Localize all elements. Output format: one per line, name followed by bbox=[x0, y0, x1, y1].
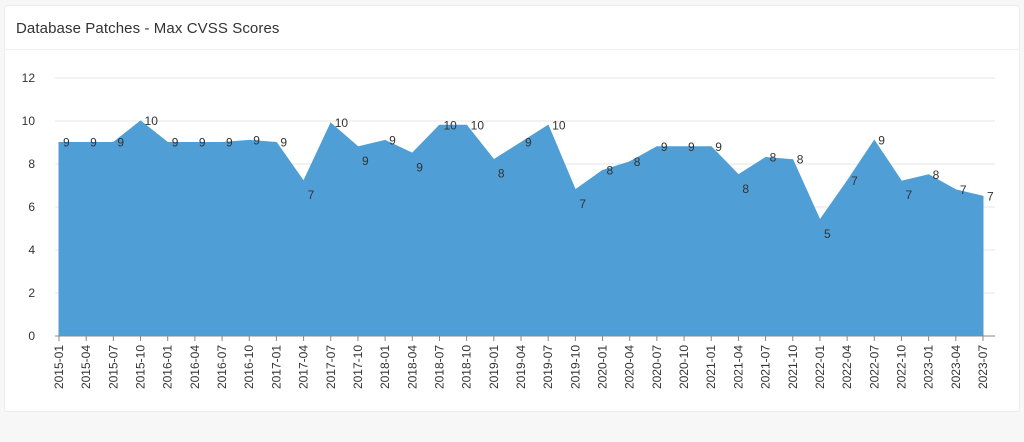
data-label: 9 bbox=[525, 136, 532, 150]
x-tick-label: 2018-10 bbox=[460, 345, 474, 389]
data-label: 9 bbox=[688, 140, 695, 154]
card-title: Database Patches - Max CVSS Scores bbox=[16, 20, 280, 37]
x-tick-label: 2017-04 bbox=[297, 345, 311, 389]
x-tick-label: 2018-04 bbox=[405, 345, 419, 389]
x-tick-label: 2021-10 bbox=[786, 345, 800, 389]
data-label: 7 bbox=[960, 183, 967, 197]
x-tick-label: 2017-10 bbox=[351, 345, 365, 389]
data-label: 9 bbox=[226, 136, 233, 150]
x-tick-label: 2016-04 bbox=[188, 345, 202, 389]
x-tick-label: 2015-04 bbox=[79, 345, 93, 389]
y-tick-label: 10 bbox=[22, 114, 36, 128]
x-tick-label: 2019-10 bbox=[568, 345, 582, 389]
data-label: 8 bbox=[797, 153, 804, 167]
x-tick-label: 2019-07 bbox=[541, 345, 555, 389]
x-tick-label: 2015-07 bbox=[106, 345, 120, 389]
x-tick-label: 2021-04 bbox=[731, 345, 745, 389]
x-tick-label: 2020-10 bbox=[677, 345, 691, 389]
y-axis: 0 2 4 6 8 10 12 bbox=[22, 71, 36, 343]
x-tick-label: 2021-01 bbox=[704, 345, 718, 389]
y-tick-label: 4 bbox=[28, 243, 35, 257]
x-tick-label: 2017-07 bbox=[324, 345, 338, 389]
data-label: 8 bbox=[498, 167, 505, 181]
data-label: 7 bbox=[851, 174, 858, 188]
data-label: 9 bbox=[117, 136, 124, 150]
data-label: 10 bbox=[145, 114, 159, 128]
y-tick-label: 8 bbox=[28, 157, 35, 171]
x-tick-label: 2021-07 bbox=[759, 345, 773, 389]
x-tick-label: 2018-01 bbox=[378, 345, 392, 389]
data-label: 9 bbox=[90, 136, 97, 150]
data-label: 7 bbox=[987, 189, 994, 203]
data-labels: 9 9 9 10 9 9 9 9 9 7 10 9 9 9 10 10 8 9 10 7 8 8 9 9 9 8 8 8 5 7 9 7 8 7 7 bbox=[63, 114, 994, 241]
data-label: 9 bbox=[416, 160, 423, 174]
data-label: 8 bbox=[933, 168, 940, 182]
x-tick-label: 2019-04 bbox=[514, 345, 528, 389]
series-area bbox=[58, 120, 984, 337]
data-label: 8 bbox=[770, 151, 777, 165]
data-label: 9 bbox=[172, 136, 179, 150]
x-tick-label: 2016-07 bbox=[215, 345, 229, 389]
data-label: 7 bbox=[905, 188, 912, 202]
y-tick-label: 2 bbox=[28, 286, 35, 300]
data-label: 8 bbox=[634, 155, 641, 169]
y-tick-label: 0 bbox=[28, 329, 35, 343]
x-tick-label: 2017-01 bbox=[269, 345, 283, 389]
x-tick-label: 2022-04 bbox=[840, 345, 854, 389]
x-tick-label: 2022-07 bbox=[867, 345, 881, 389]
x-tick-label: 2022-10 bbox=[894, 345, 908, 389]
x-tick-label: 2023-07 bbox=[976, 345, 990, 389]
x-tick-label: 2019-01 bbox=[487, 345, 501, 389]
x-axis: 2015-01 2015-04 2015-07 2015-10 2016-01 2016-… bbox=[52, 335, 995, 389]
data-label: 10 bbox=[443, 118, 457, 132]
x-tick-label: 2022-01 bbox=[813, 345, 827, 389]
data-label: 9 bbox=[661, 140, 668, 154]
x-tick-label: 2020-01 bbox=[596, 345, 610, 389]
data-label: 9 bbox=[63, 136, 70, 150]
data-label: 10 bbox=[335, 116, 349, 130]
data-label: 8 bbox=[742, 182, 749, 196]
x-tick-label: 2023-04 bbox=[949, 345, 963, 389]
x-tick-label: 2015-01 bbox=[52, 345, 66, 389]
data-label: 7 bbox=[308, 188, 315, 202]
data-label: 9 bbox=[715, 140, 722, 154]
data-label: 9 bbox=[362, 154, 369, 168]
area-layer bbox=[58, 120, 984, 337]
chart-card: Database Patches - Max CVSS Scores 0 2 4 6 8… bbox=[4, 5, 1020, 412]
data-label: 10 bbox=[552, 118, 566, 132]
x-tick-label: 2020-07 bbox=[650, 345, 664, 389]
y-tick-label: 6 bbox=[28, 200, 35, 214]
data-label: 9 bbox=[199, 136, 206, 150]
data-label: 5 bbox=[824, 227, 831, 241]
data-label: 9 bbox=[878, 133, 885, 147]
data-label: 8 bbox=[607, 163, 614, 177]
y-tick-label: 12 bbox=[22, 71, 36, 85]
data-label: 9 bbox=[253, 133, 260, 147]
x-tick-label: 2015-10 bbox=[134, 345, 148, 389]
x-tick-label: 2023-01 bbox=[922, 345, 936, 389]
data-label: 9 bbox=[389, 133, 396, 147]
data-label: 10 bbox=[471, 118, 485, 132]
data-label: 9 bbox=[280, 136, 287, 150]
x-tick-label: 2018-07 bbox=[432, 345, 446, 389]
card-header: Database Patches - Max CVSS Scores bbox=[5, 6, 1019, 50]
data-label: 7 bbox=[579, 197, 586, 211]
x-tick-label: 2016-01 bbox=[161, 345, 175, 389]
x-tick-label: 2016-10 bbox=[242, 345, 256, 389]
x-tick-label: 2020-04 bbox=[623, 345, 637, 389]
